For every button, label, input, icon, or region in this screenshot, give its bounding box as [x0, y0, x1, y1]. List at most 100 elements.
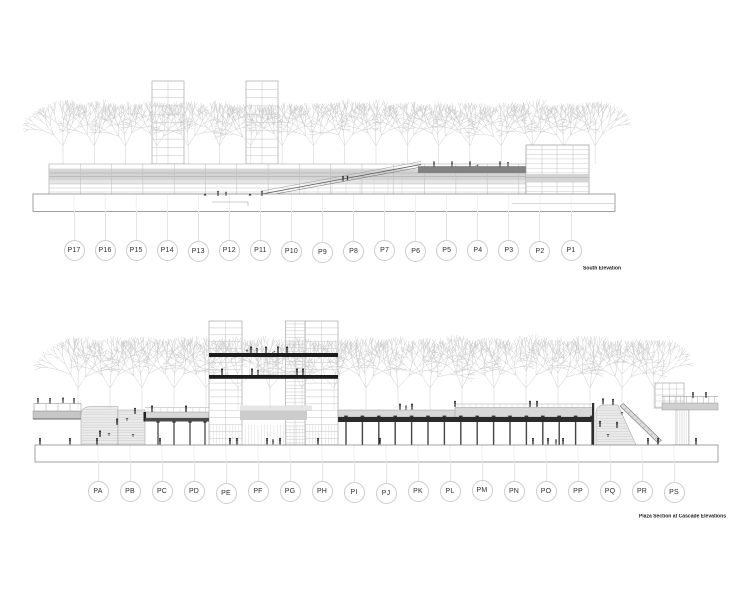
- grid-leader-line: [415, 211, 417, 241]
- grid-leader-line: [73, 211, 75, 240]
- grid-bubble-PG: PG: [279, 462, 301, 502]
- grid-bubble-PM: PM: [471, 462, 493, 501]
- grid-bubble-P14: P14: [156, 211, 178, 261]
- grid-bubble-label: PP: [567, 481, 589, 502]
- grid-leader-line: [104, 211, 106, 240]
- grid-bubble-P4: P4: [467, 211, 489, 261]
- grid-bubble-P13: P13: [187, 211, 209, 262]
- grid-bubble-label: P1: [560, 240, 582, 261]
- grid-bubble-label: PD: [183, 481, 205, 502]
- grid-leader-line: [97, 462, 99, 481]
- grid-leader-line: [290, 211, 292, 241]
- grid-leader-line: [166, 211, 168, 240]
- grid-bubble-P3: P3: [498, 211, 520, 261]
- grid-bubble-P17: P17: [63, 211, 85, 261]
- grid-leader-line: [225, 462, 227, 483]
- grid-leader-line: [577, 462, 579, 481]
- grid-bubble-PJ: PJ: [375, 462, 397, 504]
- grid-bubble-P8: P8: [343, 211, 365, 262]
- grid-bubble-label: PN: [503, 481, 525, 502]
- grid-bubble-label: PQ: [599, 481, 621, 502]
- grid-leader-line: [385, 462, 387, 483]
- grid-leader-line: [545, 462, 547, 481]
- grid-bubble-label: P9: [312, 242, 333, 263]
- grid-leader-line: [321, 462, 323, 481]
- grid-bubble-PR: PR: [631, 462, 653, 502]
- grid-leader-line: [161, 462, 163, 481]
- grid-leader-line: [228, 211, 230, 240]
- grid-bubble-P16: P16: [94, 211, 116, 261]
- grid-bubble-label: P6: [405, 241, 427, 262]
- grid-bubble-label: P13: [187, 241, 209, 262]
- grid-bubble-PL: PL: [439, 462, 461, 502]
- grid-bubble-label: PS: [663, 482, 685, 503]
- grid-bubble-label: PA: [87, 481, 109, 502]
- grid-leader-line: [193, 462, 195, 481]
- grid-bubble-PF: PF: [247, 462, 269, 502]
- grid-leader-line: [257, 462, 259, 481]
- grid-bubble-P9: P9: [312, 211, 334, 263]
- grid-bubble-P12: P12: [218, 211, 240, 261]
- plaza-section-caption: Plaza Section at Cascade Elevations: [638, 514, 726, 520]
- grid-bubble-PD: PD: [183, 462, 205, 502]
- grid-bubble-label: PI: [343, 482, 365, 503]
- grid-bubble-PQ: PQ: [599, 462, 621, 502]
- grid-bubble-label: P14: [156, 240, 178, 261]
- grid-leader-line: [322, 211, 323, 242]
- grid-bubble-label: P16: [94, 240, 116, 261]
- grid-bubble-label: P17: [63, 240, 85, 261]
- grid-bubble-label: PO: [535, 481, 557, 502]
- grid-leader-line: [641, 462, 643, 481]
- grid-bubble-label: PR: [631, 481, 653, 502]
- grid-bubble-label: PK: [407, 481, 429, 502]
- grid-leader-line: [259, 211, 261, 240]
- grid-bubble-label: PC: [151, 481, 173, 502]
- grid-bubble-label: PL: [439, 481, 461, 502]
- grid-leader-line: [446, 211, 448, 240]
- grid-bubble-label: PB: [119, 481, 141, 502]
- grid-bubble-label: P10: [280, 241, 302, 262]
- grid-bubble-P6: P6: [405, 211, 427, 262]
- grid-leader-line: [353, 462, 355, 482]
- grid-bubble-P11: P11: [249, 211, 271, 261]
- south-elevation-caption: South Elevation: [583, 266, 622, 272]
- grid-bubble-PP: PP: [567, 462, 589, 502]
- grid-leader-line: [135, 211, 137, 240]
- grid-leader-line: [570, 211, 572, 240]
- grid-leader-line: [481, 462, 483, 480]
- grid-bubble-label: PG: [279, 481, 301, 502]
- grid-bubble-label: PF: [247, 481, 269, 502]
- grid-leader-line: [477, 211, 479, 240]
- grid-leader-line: [508, 211, 510, 240]
- grid-bubble-label: P11: [249, 240, 271, 261]
- grid-leader-line: [539, 211, 541, 241]
- grid-bubble-PC: PC: [151, 462, 173, 502]
- grid-bubble-label: PH: [311, 481, 333, 502]
- grid-bubble-label: PE: [215, 483, 237, 504]
- grid-bubble-label: P8: [343, 241, 365, 262]
- grid-bubble-P15: P15: [125, 211, 147, 261]
- grid-bubble-P7: P7: [374, 211, 396, 261]
- grid-leader-line: [289, 462, 291, 481]
- grid-bubble-P10: P10: [280, 211, 302, 262]
- grid-bubble-PE: PE: [215, 462, 237, 504]
- grid-leader-line: [673, 462, 675, 482]
- grid-bubble-PS: PS: [663, 462, 685, 503]
- grid-bubble-PN: PN: [503, 462, 525, 502]
- grid-bubble-PO: PO: [535, 462, 557, 502]
- grid-bubble-label: P7: [374, 240, 396, 261]
- grid-bubble-label: PM: [471, 480, 493, 501]
- grid-leader-line: [513, 462, 515, 481]
- grid-bubble-label: P2: [529, 241, 551, 262]
- grid-bubble-PA: PA: [87, 462, 109, 502]
- grid-bubble-P1: P1: [560, 211, 582, 261]
- grid-bubble-label: P3: [498, 240, 520, 261]
- grid-bubble-label: P4: [467, 240, 489, 261]
- south-elevation-group: [22, 80, 631, 212]
- grid-leader-line: [384, 211, 386, 240]
- grid-bubble-label: P5: [436, 240, 458, 261]
- plaza-section-group: [32, 320, 719, 463]
- grid-bubble-PH: PH: [311, 462, 333, 502]
- grid-leader-line: [197, 211, 199, 241]
